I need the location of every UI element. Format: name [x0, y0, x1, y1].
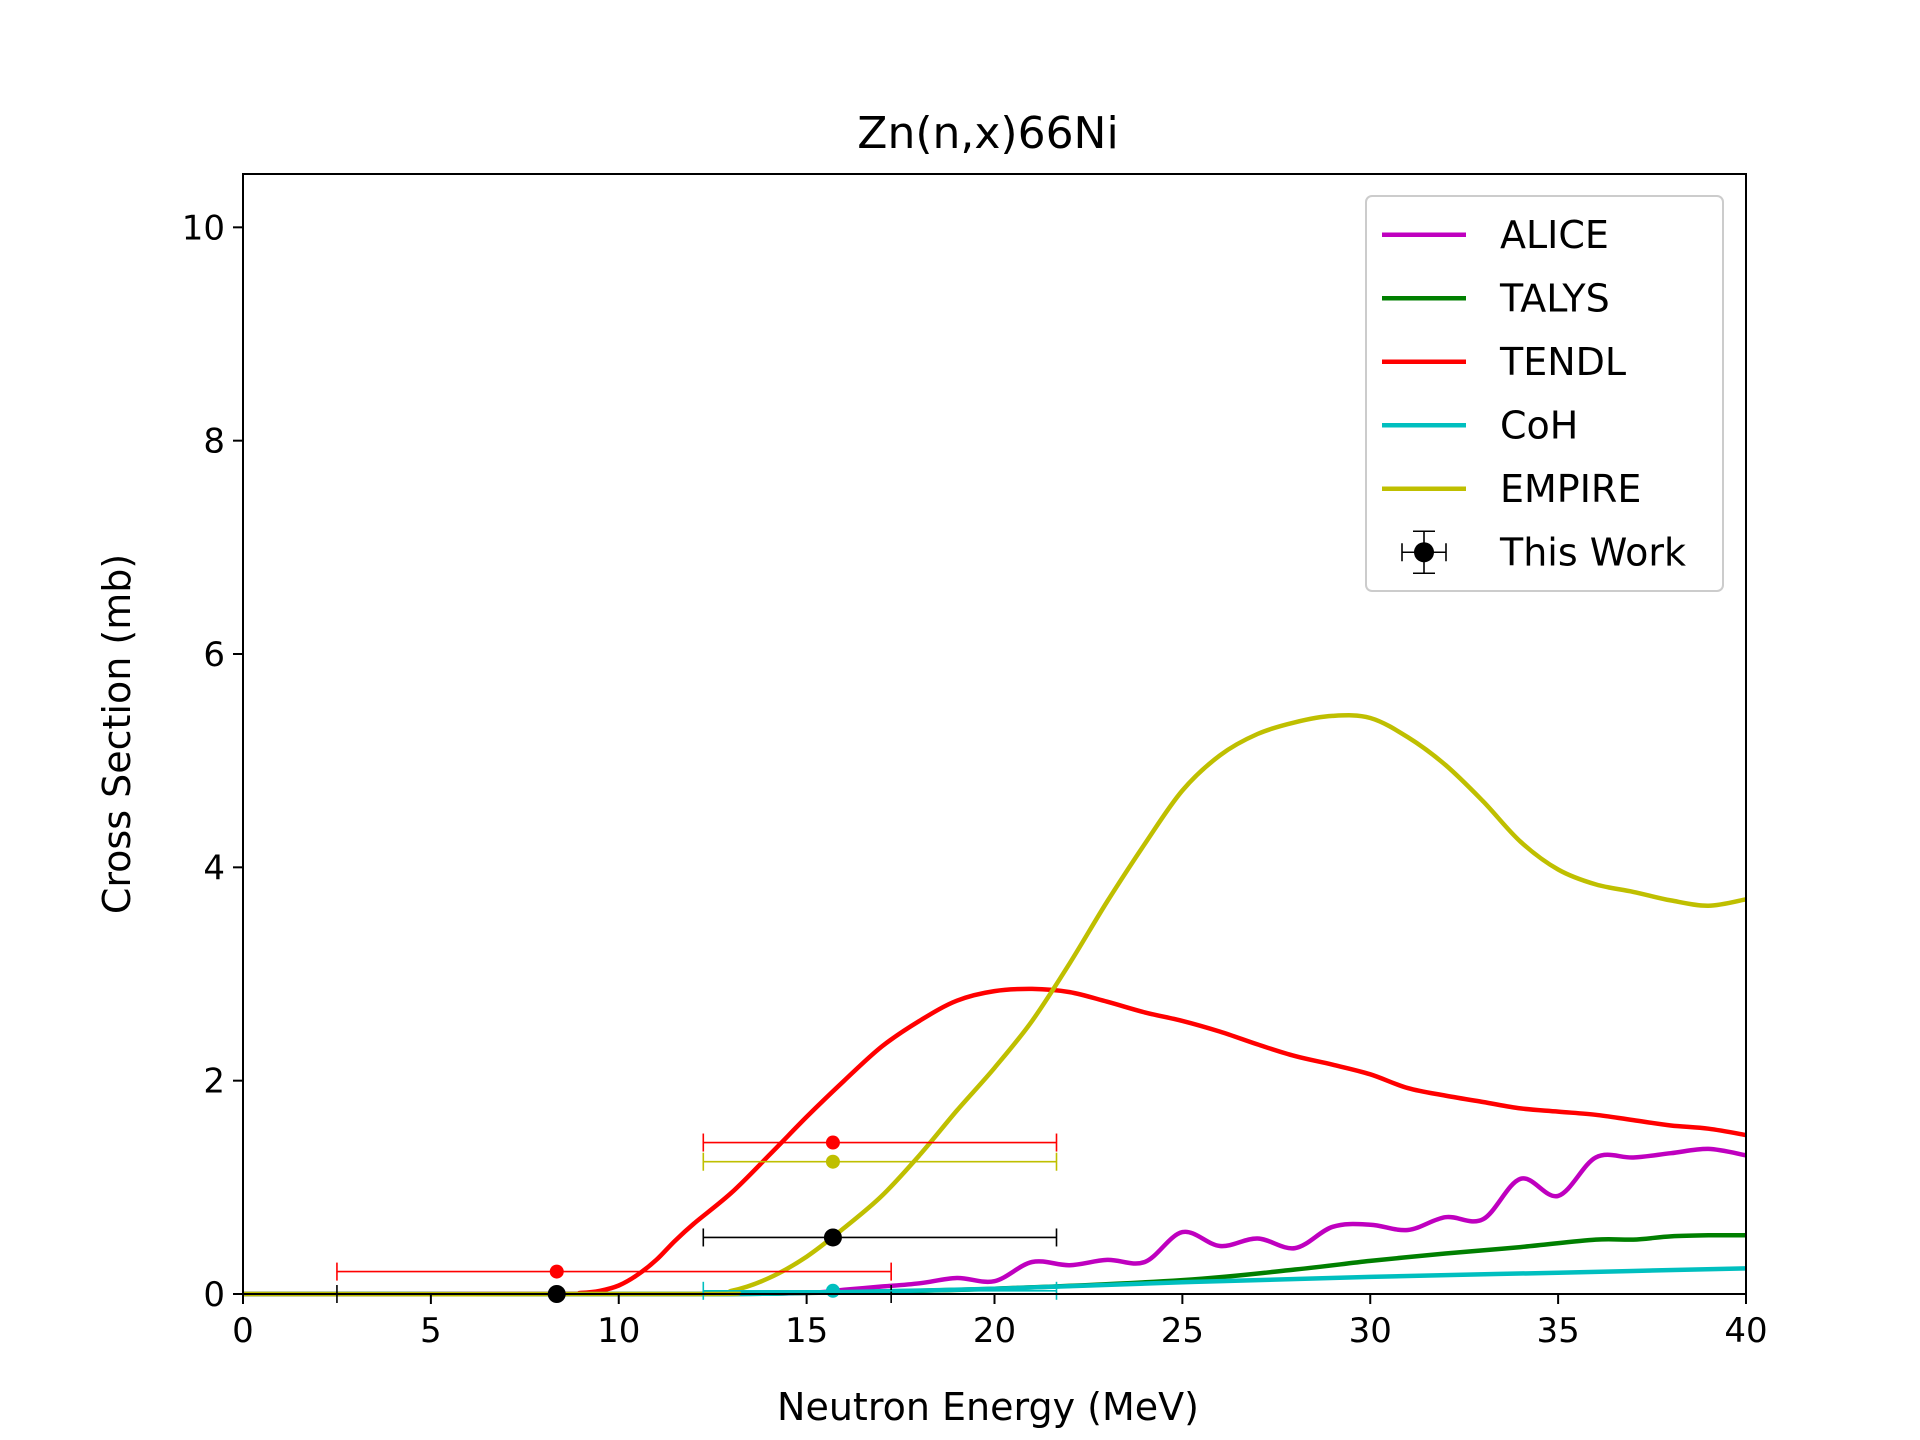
- data-point-tendl: [702, 1133, 1058, 1152]
- y-axis-label: Cross Section (mb): [95, 554, 139, 914]
- x-tick-label: 35: [1536, 1311, 1579, 1351]
- data-point-empire: [702, 1152, 1058, 1171]
- chart-title: Zn(n,x)66Ni: [857, 108, 1118, 159]
- legend-entry-this-work: This Work: [1401, 530, 1686, 574]
- legend-label: CoH: [1500, 403, 1578, 447]
- x-tick-label: 25: [1161, 1311, 1204, 1351]
- series-line-empire: [242, 713, 1747, 1297]
- legend-label: ALICE: [1500, 213, 1609, 257]
- series-line-tendl: [242, 986, 1747, 1297]
- y-tick-label: 8: [203, 422, 225, 462]
- marker: [825, 1135, 840, 1150]
- marker: [549, 1264, 564, 1279]
- legend-label: This Work: [1499, 530, 1686, 574]
- series-layer: [242, 713, 1747, 1297]
- data-point-this-work: [702, 1228, 1058, 1247]
- legend-entry-empire: EMPIRE: [1382, 467, 1641, 511]
- legend-entry-coh: CoH: [1382, 403, 1578, 447]
- x-tick-label: 10: [597, 1311, 640, 1351]
- x-tick-label: 30: [1349, 1311, 1392, 1351]
- legend-entry-alice: ALICE: [1382, 213, 1609, 257]
- x-tick-label: 40: [1724, 1311, 1767, 1351]
- marker: [825, 1154, 840, 1169]
- y-tick-label: 10: [182, 208, 225, 248]
- x-tick-label: 5: [420, 1311, 442, 1351]
- legend: ALICE TALYS TENDL CoH EMPIRE This Work: [1365, 195, 1724, 592]
- data-point-tendl: [336, 1262, 892, 1281]
- legend-swatch: [1414, 542, 1434, 563]
- legend-label: TENDL: [1499, 340, 1626, 384]
- marker: [825, 1283, 840, 1298]
- x-tick-label: 0: [232, 1311, 254, 1351]
- marker: [823, 1228, 842, 1247]
- x-tick-label: 15: [785, 1311, 828, 1351]
- x-tick-label: 20: [973, 1311, 1016, 1351]
- legend-box: [1365, 195, 1724, 592]
- legend-entry-tendl: TENDL: [1382, 340, 1626, 384]
- y-tick-label: 0: [203, 1275, 225, 1315]
- series-line-alice: [242, 1146, 1747, 1297]
- x-axis-label: Neutron Energy (MeV): [777, 1385, 1199, 1429]
- legend-label: TALYS: [1499, 276, 1610, 320]
- ticks-layer: 0 5 10 15 20 25 30 35 40 0 2 4 6 8 10: [182, 208, 1768, 1351]
- y-tick-label: 2: [203, 1062, 225, 1102]
- y-tick-label: 4: [203, 848, 225, 888]
- legend-label: EMPIRE: [1500, 467, 1641, 511]
- series-line-talys: [242, 1233, 1747, 1297]
- y-tick-label: 6: [203, 635, 225, 675]
- legend-entry-talys: TALYS: [1382, 276, 1610, 320]
